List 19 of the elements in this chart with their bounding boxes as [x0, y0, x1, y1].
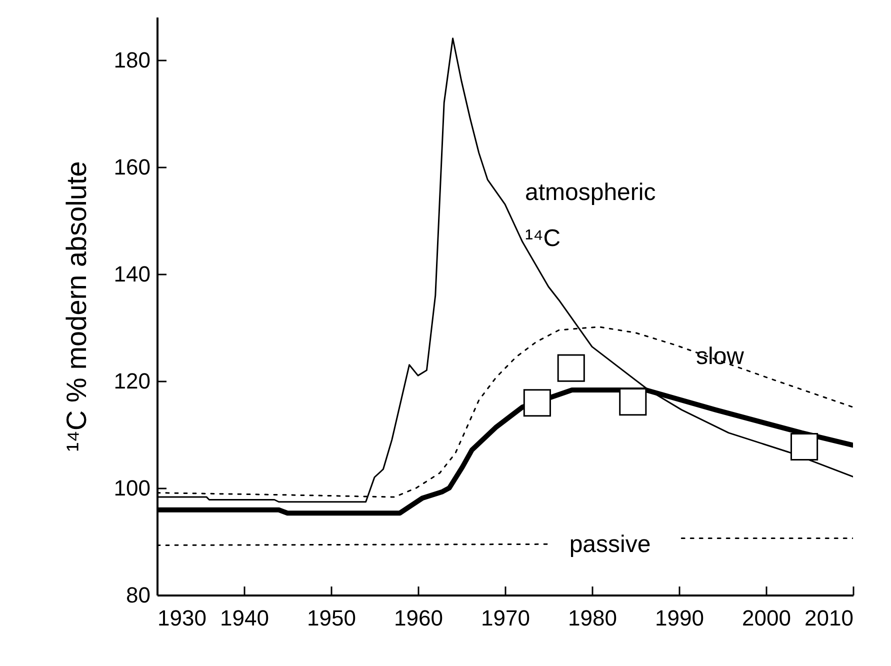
y-tick-label: 100 — [114, 475, 150, 500]
x-tick-label: 2000 — [742, 606, 791, 630]
x-tick-label: 1970 — [481, 606, 530, 630]
y-tick-label: 140 — [114, 261, 150, 286]
x-tick-label: 1980 — [568, 606, 617, 630]
y-tick-label: 160 — [114, 154, 150, 180]
series-label: passive — [569, 531, 651, 558]
x-tick-label: 1960 — [394, 606, 443, 630]
y-tick-label: 120 — [114, 368, 150, 394]
series-label: slow — [696, 343, 745, 370]
series-label: atmospheric ¹⁴C — [525, 179, 656, 252]
x-tick-label: 1950 — [307, 606, 356, 630]
x-tick-label: 1940 — [220, 606, 269, 630]
y-axis-title: ¹⁴C % modern absolute — [60, 161, 92, 452]
y-tick-label: 180 — [114, 47, 150, 72]
x-tick-label: 1930 — [158, 606, 206, 630]
y-tick-label: 80 — [126, 582, 150, 608]
x-tick-label: 2010 — [804, 606, 854, 630]
x-tick-label: 1990 — [655, 606, 704, 630]
